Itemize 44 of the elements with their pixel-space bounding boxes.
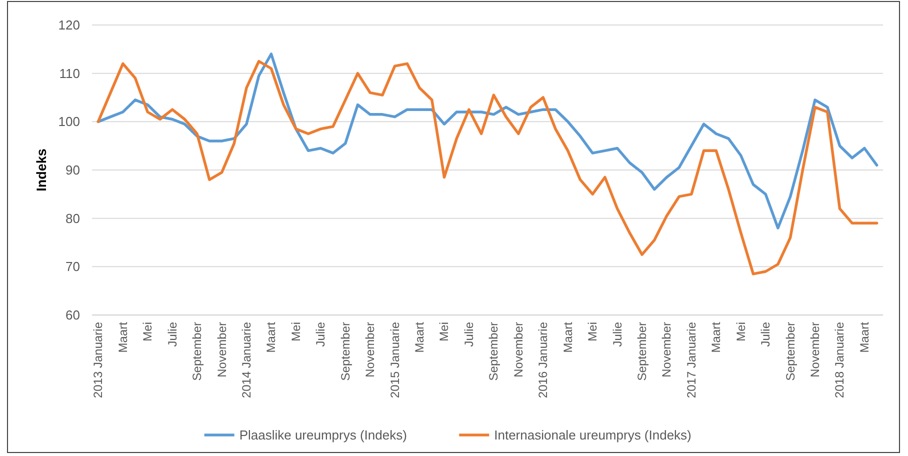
x-tick-label: Maart xyxy=(857,321,872,353)
x-tick-label: Mei xyxy=(437,322,452,342)
x-tick-label: September xyxy=(338,322,352,381)
x-tick-label: November xyxy=(808,322,822,378)
legend-label: Internasionale ureumprys (Indeks) xyxy=(494,428,692,443)
x-tick-label: Julie xyxy=(165,322,180,347)
x-tick-label: Mei xyxy=(288,322,303,342)
y-tick-label: 80 xyxy=(66,210,80,226)
line-series xyxy=(96,60,878,276)
x-tick-label: Mei xyxy=(140,322,155,342)
x-tick-label: Julie xyxy=(314,322,328,347)
x-tick-label: November xyxy=(363,322,378,378)
x-tick-label: November xyxy=(214,322,229,378)
y-tick-label: 100 xyxy=(58,114,80,130)
x-tick-label: Julie xyxy=(462,322,476,347)
x-tick-label: September xyxy=(486,322,501,381)
x-tick-label: Maart xyxy=(116,321,130,353)
legend-label: Plaaslike ureumprys (Indeks) xyxy=(239,428,407,443)
y-tick-label: 60 xyxy=(66,308,80,323)
x-tick-label: Julie xyxy=(610,322,624,347)
x-tick-label: 2015 Januarie xyxy=(388,322,402,398)
y-axis-title: Indeks xyxy=(34,148,49,192)
x-tick-label: September xyxy=(190,322,204,381)
y-tick-label: 90 xyxy=(66,162,80,178)
x-tick-label: 2017 Januarie xyxy=(684,322,698,398)
x-tick-label: November xyxy=(511,322,526,378)
x-tick-label: 2013 Januarie xyxy=(91,322,106,398)
x-tick-label: Mei xyxy=(586,322,600,342)
x-tick-label: 2016 Januarie xyxy=(536,322,550,398)
x-tick-label: Maart xyxy=(412,321,427,353)
line-series xyxy=(96,52,878,230)
y-tick-label: 120 xyxy=(58,18,80,33)
x-tick-label: September xyxy=(783,322,798,381)
x-tick-label: Maart xyxy=(560,321,575,353)
x-tick-label: Maart xyxy=(709,321,724,353)
x-tick-label: Julie xyxy=(758,322,773,347)
y-tick-label: 110 xyxy=(59,66,80,81)
x-tick-label: Maart xyxy=(264,321,278,353)
x-tick-label: 2018 Januarie xyxy=(832,322,847,398)
x-tick-label: November xyxy=(660,322,674,378)
y-tick-label: 70 xyxy=(66,259,80,274)
x-tick-label: September xyxy=(634,322,649,381)
x-tick-label: Mei xyxy=(734,322,748,342)
x-tick-label: 2014 Januarie xyxy=(239,322,254,398)
